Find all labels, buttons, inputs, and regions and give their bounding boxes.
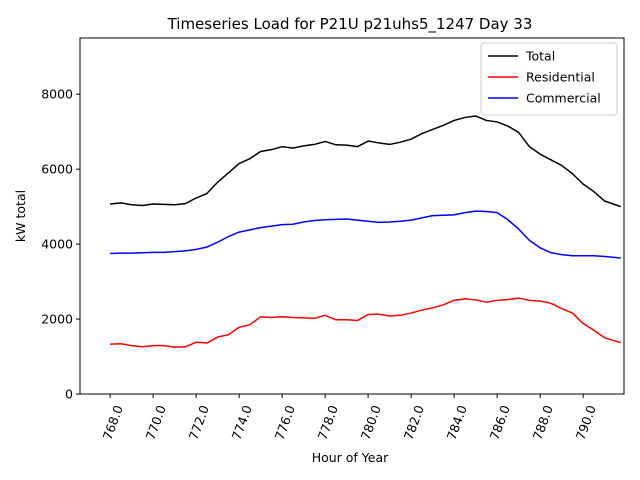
y-tick-label: 4000 (41, 237, 73, 252)
series-layer (110, 115, 622, 348)
legend-entries: Total Residential Commercial (488, 49, 601, 106)
x-tick-label: 770.0 (143, 403, 169, 442)
x-tick-label: 778.0 (315, 403, 341, 442)
x-tick-label: 768.0 (100, 403, 126, 442)
legend-label-residential: Residential (526, 70, 595, 85)
y-axis-ticks: 0 2000 4000 6000 8000 (41, 87, 80, 402)
x-tick-label: 784.0 (444, 403, 470, 442)
legend-label-commercial: Commercial (526, 91, 601, 106)
series-line-commercial (110, 210, 621, 259)
y-axis-label: kW total (13, 190, 28, 242)
y-tick-label: 8000 (41, 87, 73, 102)
x-tick-label: 788.0 (530, 403, 556, 442)
x-tick-label: 782.0 (401, 403, 427, 442)
plot-frame (79, 37, 625, 395)
x-axis-label: Hour of Year (312, 450, 389, 465)
y-tick-label: 2000 (41, 312, 73, 327)
series-line-total (110, 115, 622, 208)
x-tick-label: 772.0 (186, 403, 212, 442)
y-tick-label: 0 (65, 387, 73, 402)
x-tick-label: 780.0 (358, 403, 384, 442)
x-tick-label: 790.0 (573, 403, 599, 442)
x-axis-ticks: 768.0 770.0 772.0 774.0 776.0 778.0 780.0 782.0… (100, 394, 599, 442)
x-tick-label: 774.0 (229, 403, 255, 442)
chart-title: Timeseries Load for P21U p21uhs5_1247 Da… (167, 15, 533, 34)
y-tick-label: 6000 (41, 162, 73, 177)
x-tick-label: 776.0 (272, 403, 298, 442)
series-line-residential (110, 297, 621, 348)
legend: Total Residential Commercial (480, 42, 618, 116)
legend-box (480, 42, 618, 116)
legend-label-total: Total (525, 49, 555, 64)
x-tick-label: 786.0 (487, 403, 513, 442)
